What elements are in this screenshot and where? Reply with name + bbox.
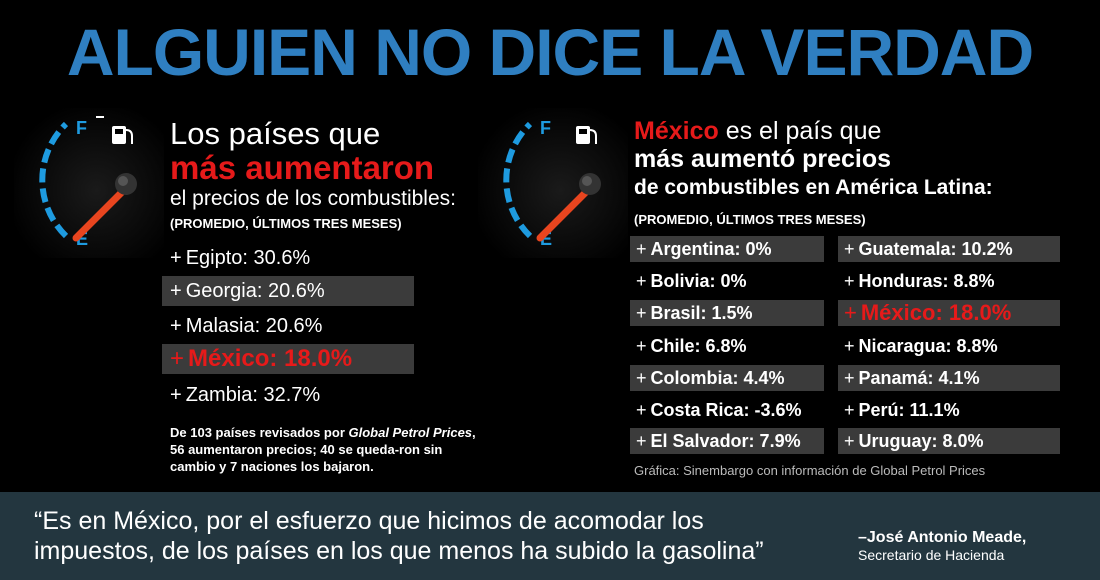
list-item: + Malasia: 20.6% (170, 315, 323, 337)
quote-text: “Es en México, por el esfuerzo que hicim… (34, 507, 764, 565)
left-subheading: (PROMEDIO, ÚLTIMOS TRES MESES) (170, 216, 402, 231)
gauge-full-label: F (76, 118, 87, 138)
list-item: + Uruguay: 8.0% (838, 428, 1060, 454)
fuel-pump-icon (576, 126, 597, 144)
right-heading-3: de combustibles en América Latina: (634, 176, 993, 199)
right-subheading: (PROMEDIO, ÚLTIMOS TRES MESES) (634, 212, 866, 227)
list-item: + Egipto: 30.6% (170, 247, 311, 269)
quote-author: –José Antonio Meade, (858, 529, 1027, 546)
fuel-gauge-right: F E (478, 108, 628, 258)
left-note: De 103 países revisados por Global Petro… (170, 425, 476, 474)
list-item: + Perú: 11.1% (844, 400, 960, 420)
left-heading-3: el precios de los combustibles: (170, 187, 456, 210)
list-item: + Brasil: 1.5% (630, 300, 824, 326)
list-item-highlight: + México: 18.0% (162, 344, 414, 374)
list-item: + Costa Rica: -3.6% (636, 400, 802, 420)
quote-author-role: Secretario de Hacienda (858, 547, 1005, 563)
list-item: + Chile: 6.8% (636, 336, 747, 356)
list-item: + Honduras: 8.8% (844, 271, 995, 291)
list-item: + Colombia: 4.4% (630, 365, 824, 391)
list-item: + Argentina: 0% (630, 236, 824, 262)
fuel-pump-icon (112, 126, 133, 144)
gauge-full-label: F (540, 118, 551, 138)
right-heading-2: más aumentó precios (634, 145, 892, 173)
page-title: ALGUIEN NO DICE LA VERDAD (66, 15, 1034, 89)
right-heading-1: México es el país que (634, 117, 882, 145)
left-heading-1: Los países que (170, 116, 381, 151)
list-item-highlight: + México: 18.0% (838, 300, 1060, 326)
left-heading-2: más aumentaron (170, 149, 435, 186)
list-item: + Zambia: 32.7% (170, 384, 321, 406)
list-item: + Georgia: 20.6% (162, 276, 414, 306)
list-item: + Guatemala: 10.2% (838, 236, 1060, 262)
source-credit: Gráfica: Sinembargo con información de G… (634, 463, 986, 478)
list-item: + El Salvador: 7.9% (630, 428, 824, 454)
list-item: + Nicaragua: 8.8% (844, 336, 998, 356)
quote-banner (0, 492, 1100, 580)
fuel-gauge-left: F E (14, 108, 164, 258)
list-item: + Panamá: 4.1% (838, 365, 1060, 391)
list-item: + Bolivia: 0% (636, 271, 747, 291)
